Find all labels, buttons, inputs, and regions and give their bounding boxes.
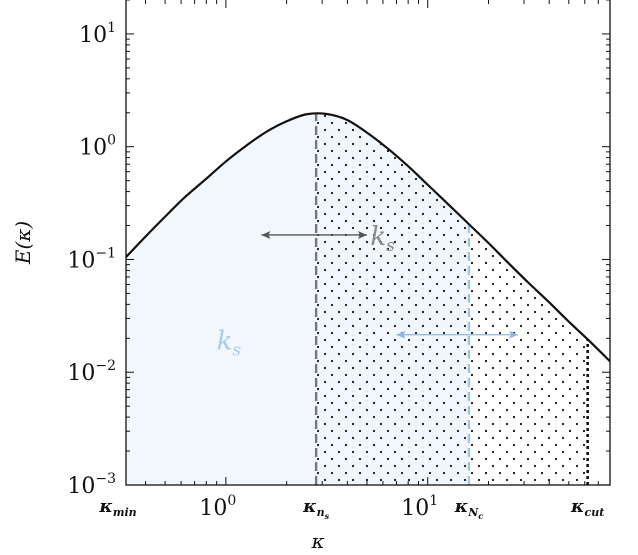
dotted-fill bbox=[316, 113, 588, 485]
x-tick-label-1: 101 bbox=[401, 493, 438, 521]
kappa-marker-label-2: κNc bbox=[454, 496, 484, 521]
curve-layer bbox=[126, 112, 610, 363]
y-axis-label: E(κ) bbox=[11, 221, 35, 265]
fill-clip-group bbox=[126, 113, 588, 485]
area-fill-layer bbox=[126, 113, 588, 485]
y-tick-label-3: 10−2 bbox=[67, 358, 116, 386]
y-tick-label-1: 100 bbox=[79, 133, 116, 161]
arrow-head-left bbox=[261, 230, 271, 239]
arrow-head-left bbox=[396, 330, 406, 339]
x-axis-label: κ bbox=[310, 529, 324, 553]
plot-frame bbox=[125, 0, 611, 486]
curve-clip-group bbox=[126, 112, 610, 363]
spectrum-curve bbox=[126, 112, 610, 363]
kappa-marker-label-1: κns bbox=[302, 496, 330, 521]
y-tick-label-0: 101 bbox=[79, 20, 116, 48]
x-tick-label-0: 100 bbox=[199, 493, 236, 521]
kappa-marker-label-0: κmin bbox=[98, 496, 136, 519]
arrow-head-right bbox=[508, 330, 518, 339]
arrow-head-right bbox=[357, 230, 367, 239]
kappa-marker-label-3: κcut bbox=[570, 496, 604, 519]
double-arrow-1 bbox=[396, 330, 518, 339]
y-tick-label-2: 10−1 bbox=[67, 245, 116, 273]
y-tick-label-4: 10−3 bbox=[67, 471, 116, 499]
marker-lines-layer bbox=[314, 114, 589, 485]
double-arrow-0 bbox=[261, 230, 367, 239]
